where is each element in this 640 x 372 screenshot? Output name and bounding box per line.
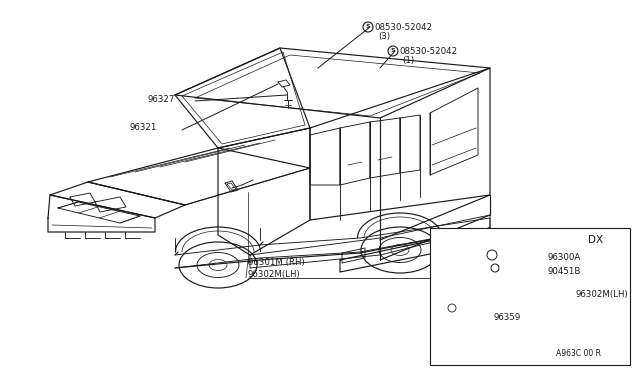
- Text: S: S: [365, 25, 371, 29]
- Text: 96321: 96321: [130, 124, 157, 132]
- Text: 96300A: 96300A: [548, 253, 581, 262]
- Text: 96359: 96359: [493, 314, 520, 323]
- Text: 96301M (RH): 96301M (RH): [248, 257, 305, 266]
- Text: 96327: 96327: [148, 96, 175, 105]
- Text: (3): (3): [378, 32, 390, 42]
- Text: (1): (1): [402, 57, 414, 65]
- Text: A963C 00 R: A963C 00 R: [556, 350, 601, 359]
- Text: S: S: [390, 48, 396, 54]
- Text: 96302M(LH): 96302M(LH): [248, 269, 301, 279]
- Text: 08530-52042: 08530-52042: [374, 22, 432, 32]
- Text: 08530-52042: 08530-52042: [399, 46, 457, 55]
- Text: 90451B: 90451B: [548, 266, 581, 276]
- Text: 96302M(LH): 96302M(LH): [575, 291, 628, 299]
- Bar: [430, 228, 630, 365]
- Text: DX: DX: [588, 235, 603, 245]
